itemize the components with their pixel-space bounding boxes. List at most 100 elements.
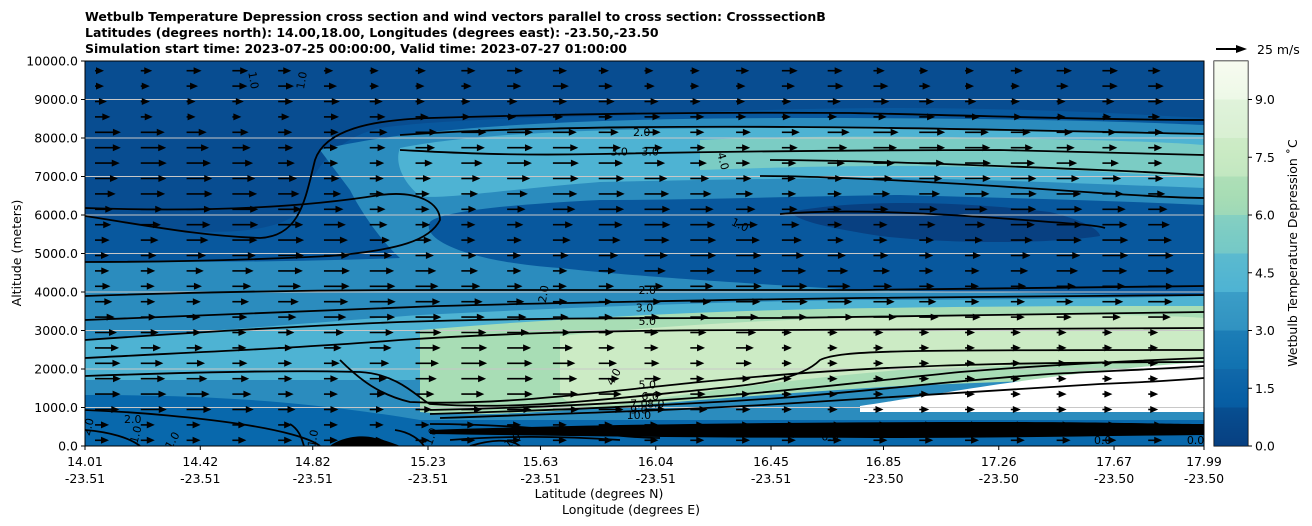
wind-vector-head	[559, 98, 568, 105]
wind-vector-head	[1108, 128, 1117, 136]
wind-key-label: 25 m/s	[1257, 42, 1300, 57]
wind-vector-head	[921, 329, 930, 336]
wind-vector-head	[799, 298, 808, 306]
wind-vector-head	[242, 144, 251, 152]
wind-vector-head	[333, 190, 342, 198]
wind-vector-head	[1058, 359, 1067, 367]
wind-vector-head	[1154, 159, 1163, 167]
y-tick-label: 3000.0	[34, 323, 78, 338]
x-tick-label-latitude: 14.42	[182, 454, 218, 469]
contour-label: 9.0	[630, 403, 648, 416]
wind-vector-head	[570, 406, 579, 413]
wind-vector-head	[247, 252, 256, 259]
wind-vector-head	[468, 205, 477, 213]
wind-vector-head	[886, 159, 895, 167]
wind-vector-head	[150, 236, 159, 244]
wind-vector-head	[331, 175, 340, 182]
wind-vector-head	[472, 282, 481, 290]
wind-vector-head	[568, 128, 577, 136]
x-tick-label-latitude: 17.26	[981, 454, 1017, 469]
surface-black-blob	[330, 436, 400, 446]
wind-vector-head	[478, 329, 487, 336]
wind-vector-head	[424, 159, 433, 167]
wind-vector-head	[1109, 144, 1118, 152]
contour-line	[429, 423, 661, 439]
wind-vector-head	[616, 205, 625, 213]
wind-vector-head	[967, 359, 976, 367]
wind-vector-head	[239, 82, 248, 90]
wind-vector-head	[980, 128, 989, 136]
wind-vector-head	[701, 175, 710, 182]
wind-vector-head	[325, 67, 334, 75]
wind-vector-head	[112, 144, 121, 152]
wind-vector-head	[748, 329, 757, 336]
wind-vector-head	[783, 98, 792, 105]
wind-vector-head	[604, 436, 613, 444]
wind-vector-head	[1155, 175, 1164, 182]
wind-vector-head	[696, 421, 705, 429]
wind-vector-head	[1012, 406, 1021, 413]
wind-vector-head	[245, 267, 254, 275]
contour-line	[429, 357, 1204, 411]
wind-vector-head	[416, 98, 425, 105]
y-tick-label: 0.0	[58, 439, 78, 454]
wind-vector-head	[433, 313, 442, 321]
wind-vector-head	[513, 82, 522, 90]
field-band-green	[700, 136, 1204, 178]
wind-vector-head	[652, 113, 661, 121]
wind-vector-head	[884, 282, 893, 290]
wind-vector-head	[657, 159, 666, 167]
wind-vector-head	[971, 298, 980, 306]
x-tick-label-longitude: -23.50	[863, 471, 903, 486]
wind-vector-head	[1016, 313, 1025, 321]
wind-vector-head	[837, 159, 846, 167]
wind-vector-head	[1025, 144, 1034, 152]
wind-vector-head	[509, 98, 518, 105]
wind-vector-head	[192, 436, 201, 444]
wind-vector-head	[742, 159, 751, 167]
wind-vector-head	[615, 159, 624, 167]
wind-vector-head	[967, 329, 976, 336]
wind-vector-head	[1074, 205, 1083, 213]
wind-vector-head	[1022, 128, 1031, 136]
colorbar-step	[1214, 292, 1248, 331]
wind-vector-head	[555, 113, 564, 121]
wind-vector-head	[1014, 67, 1023, 75]
wind-vector-head	[1057, 98, 1066, 105]
wind-vector-head	[560, 313, 569, 321]
wind-vector-head	[336, 329, 345, 336]
wind-vector-head	[158, 406, 167, 413]
wind-vector-head	[921, 344, 930, 352]
wind-vector-head	[141, 82, 150, 90]
wind-vector-head	[1011, 82, 1020, 90]
wind-vector-head	[204, 175, 213, 182]
wind-vector-head	[651, 313, 660, 321]
wind-vector-head	[235, 98, 244, 105]
wind-vector-head	[783, 329, 792, 336]
wind-vector-head	[747, 205, 756, 213]
y-tick-label: 1000.0	[34, 400, 78, 415]
wind-vector-head	[875, 344, 884, 352]
wind-vector-head	[696, 128, 705, 136]
wind-vector-head	[1070, 267, 1079, 275]
wind-vector-head	[240, 67, 249, 75]
colorbar-ticks: 0.0 1.5 3.0 4.5 6.0 7.5 9.0	[1248, 92, 1275, 454]
colorbar-label: Wetbulb Temperature Depression ˚C	[1285, 139, 1300, 367]
wind-vector-head	[829, 113, 838, 121]
wind-vector-head	[379, 221, 388, 229]
wind-vector-head	[879, 236, 888, 244]
surface-black-layer	[430, 422, 1204, 438]
wind-vector-head	[983, 159, 992, 167]
wind-vector-head	[878, 113, 887, 121]
wind-vector-head	[925, 267, 934, 275]
wind-vector-head	[1150, 390, 1159, 398]
field-dark-upper	[85, 61, 1204, 232]
wind-vector-head	[742, 144, 751, 152]
wind-vector-head	[287, 406, 296, 413]
wind-vector-head	[659, 175, 668, 182]
wind-vector-head	[889, 144, 898, 152]
contour-line	[85, 111, 1204, 239]
wind-vector-head	[432, 344, 441, 352]
wind-vector-head	[105, 205, 114, 213]
wind-vector-head	[881, 98, 890, 105]
